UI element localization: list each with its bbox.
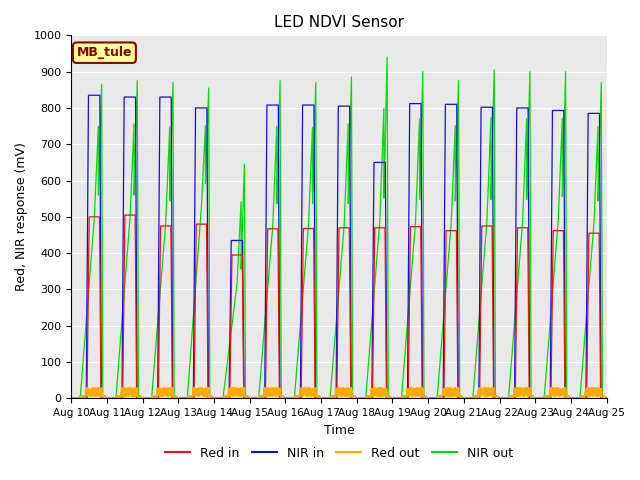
Red in: [413, 224, 420, 229]
Y-axis label: Red, NIR response (mV): Red, NIR response (mV): [15, 143, 28, 291]
Red in: [177, 396, 184, 401]
Legend: Red in, NIR in, Red out, NIR out: Red in, NIR in, Red out, NIR out: [159, 442, 518, 465]
NIR out: [383, 54, 391, 60]
NIR in: [84, 92, 92, 98]
Red in: [268, 226, 276, 232]
NIR in: [603, 396, 611, 401]
NIR in: [413, 101, 420, 107]
NIR out: [268, 238, 275, 243]
Title: LED NDVI Sensor: LED NDVI Sensor: [274, 15, 404, 30]
Line: NIR in: NIR in: [71, 95, 607, 398]
Red in: [182, 396, 189, 401]
NIR out: [67, 396, 75, 401]
NIR in: [601, 396, 609, 401]
X-axis label: Time: Time: [324, 424, 355, 437]
Red in: [67, 396, 75, 401]
Red out: [489, 384, 497, 390]
Line: Red in: Red in: [71, 215, 607, 398]
Red out: [176, 396, 184, 401]
NIR out: [489, 127, 497, 133]
Red in: [489, 300, 497, 306]
Red in: [603, 396, 611, 401]
NIR out: [603, 396, 611, 401]
Red out: [268, 387, 275, 393]
Red out: [603, 396, 611, 401]
Line: NIR out: NIR out: [71, 57, 607, 398]
Red in: [601, 396, 609, 401]
NIR in: [67, 396, 75, 401]
Red out: [601, 394, 609, 399]
Red out: [67, 396, 75, 401]
NIR out: [176, 396, 184, 401]
NIR out: [601, 396, 609, 401]
NIR out: [182, 396, 189, 401]
NIR in: [182, 396, 189, 401]
NIR out: [413, 189, 420, 194]
Red out: [413, 386, 420, 392]
NIR in: [177, 396, 184, 401]
NIR in: [489, 163, 497, 168]
Red out: [489, 391, 497, 396]
Red in: [121, 212, 129, 218]
NIR in: [268, 102, 276, 108]
Line: Red out: Red out: [71, 387, 607, 398]
Text: MB_tule: MB_tule: [77, 46, 132, 59]
Red out: [182, 396, 189, 401]
